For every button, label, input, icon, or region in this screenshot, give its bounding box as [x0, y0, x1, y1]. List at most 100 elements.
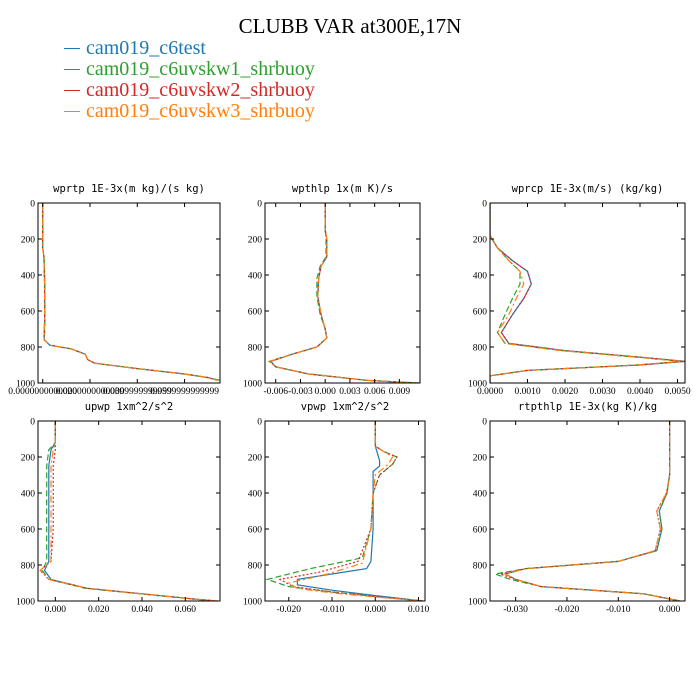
legend-entry-4: cam019_c6uvskw3_shrbuoy	[64, 100, 315, 122]
x-tick-label: 0.0399999999999	[103, 387, 172, 397]
legend-label-3: cam019_c6uvskw2_shrbuoy	[86, 79, 315, 101]
y-tick-label: 200	[248, 454, 263, 464]
legend-swatch-3	[64, 90, 80, 91]
plot-frame	[37, 202, 221, 384]
series-line-4	[287, 421, 423, 601]
x-tick-label: 0.0040	[627, 387, 653, 397]
series-line-1	[42, 203, 218, 381]
y-tick-label: 1000	[16, 380, 35, 390]
series-line-1	[296, 421, 423, 601]
legend-entry-3: cam019_c6uvskw2_shrbuoy	[64, 79, 315, 101]
y-tick-label: 0	[482, 418, 487, 428]
x-tick-label: 0.020	[88, 605, 110, 615]
x-tick-label: 0.003	[339, 387, 361, 397]
series-line-3	[498, 421, 681, 601]
series-line-1	[490, 203, 685, 383]
x-tick-label: -0.010	[606, 605, 631, 615]
series-line-1	[503, 421, 681, 601]
series-line-4	[268, 203, 416, 383]
x-tick-label: 0.000	[365, 605, 387, 615]
y-tick-label: 0	[257, 418, 262, 428]
y-tick-label: 400	[21, 272, 36, 282]
plot-frame	[264, 202, 421, 384]
x-tick-label: 0.0030	[589, 387, 615, 397]
x-tick-label: 0.060	[175, 605, 197, 615]
series-line-3	[278, 421, 423, 601]
y-tick-label: 0	[30, 418, 35, 428]
y-tick-label: 600	[473, 308, 488, 318]
chart-panel-3: wprcp 1E-3x(m/s) (kg/kg) 0 200 400 600 800 100…	[468, 183, 691, 397]
y-tick-label: 600	[21, 526, 36, 536]
series-line-3	[39, 421, 218, 601]
x-tick-label: -0.020	[277, 605, 302, 615]
chart-panel-4: upwp 1xm^2/s^2 0 200 400 600 800 1000 0.000 0.02…	[16, 401, 221, 615]
y-tick-label: 0	[257, 200, 262, 210]
x-tick-label: 0.000	[45, 605, 67, 615]
series-line-4	[42, 203, 218, 381]
y-tick-label: 200	[21, 454, 36, 464]
series-line-1	[269, 203, 416, 383]
legend-label-4: cam019_c6uvskw3_shrbuoy	[86, 100, 315, 122]
x-tick-label: 0.010	[408, 605, 430, 615]
series-line-3	[268, 203, 416, 383]
series-line-4	[503, 421, 681, 601]
x-tick-label: 0.0020	[552, 387, 578, 397]
y-tick-label: 1000	[468, 380, 487, 390]
x-tick-label: -0.003	[288, 387, 313, 397]
y-tick-label: 800	[473, 344, 488, 354]
y-tick-label: 200	[473, 236, 488, 246]
y-tick-label: 0	[482, 200, 487, 210]
panel-title: vpwp 1xm^2/s^2	[301, 401, 390, 413]
y-tick-label: 1000	[243, 380, 262, 390]
chart-panel-6: rtpthlp 1E-3x(kg K)/kg 0 200 400 600 800 1000 -…	[468, 401, 686, 615]
y-tick-label: 800	[21, 344, 36, 354]
series-line-2	[42, 203, 220, 381]
x-tick-label: -0.020	[555, 605, 580, 615]
series-line-2	[41, 421, 216, 601]
x-tick-label: -0.006	[263, 387, 288, 397]
plot-frame	[489, 202, 686, 384]
y-tick-label: 200	[473, 454, 488, 464]
y-tick-label: 1000	[243, 598, 262, 608]
panel-title: upwp 1xm^2/s^2	[85, 401, 174, 413]
y-tick-label: 0	[30, 200, 35, 210]
y-tick-label: 800	[21, 562, 36, 572]
y-tick-label: 800	[248, 562, 263, 572]
chart-panel-1: wprtp 1E-3x(m kg)/(s kg) 0 200 400 600 800 100…	[8, 183, 221, 397]
series-line-1	[43, 421, 216, 601]
panel-title: wprtp 1E-3x(m kg)/(s kg)	[53, 183, 205, 195]
series-line-3	[490, 203, 685, 383]
y-tick-label: 600	[473, 526, 488, 536]
legend-swatch-1	[64, 48, 80, 49]
panel-title: wprcp 1E-3x(m/s) (kg/kg)	[512, 183, 664, 195]
y-tick-label: 400	[473, 272, 488, 282]
x-tick-label: -0.030	[503, 605, 528, 615]
y-tick-label: 600	[21, 308, 36, 318]
x-tick-label: 0.009	[389, 387, 411, 397]
legend-entry-1: cam019_c6test	[64, 37, 315, 59]
x-tick-label: 0.0010	[514, 387, 540, 397]
y-tick-label: 1000	[468, 598, 487, 608]
y-tick-label: 600	[248, 526, 263, 536]
y-tick-label: 1000	[16, 598, 35, 608]
x-tick-label: 0.040	[131, 605, 153, 615]
series-line-2	[490, 203, 682, 383]
figure-title: CLUBB VAR at300E,17N	[238, 14, 462, 38]
y-tick-label: 400	[21, 490, 36, 500]
plot-frame	[264, 420, 426, 602]
plot-frame	[37, 420, 221, 602]
x-tick-label: -0.010	[320, 605, 345, 615]
x-tick-label: 0.0200000000000	[56, 387, 125, 397]
plot-frame	[489, 420, 686, 602]
x-tick-label: 0.0599999999999	[150, 387, 219, 397]
legend-entry-2: cam019_c6uvskw1_shrbuoy	[64, 58, 315, 80]
y-tick-label: 600	[248, 308, 263, 318]
x-tick-label: 0.0050	[664, 387, 690, 397]
series-line-4	[39, 421, 218, 601]
legend-swatch-2	[64, 69, 80, 70]
x-tick-label: 0.000	[314, 387, 336, 397]
legend-label-2: cam019_c6uvskw1_shrbuoy	[86, 58, 315, 80]
series-line-3	[42, 203, 218, 381]
legend-swatch-4	[64, 111, 80, 112]
panel-title: wpthlp 1x(m K)/s	[292, 183, 393, 195]
